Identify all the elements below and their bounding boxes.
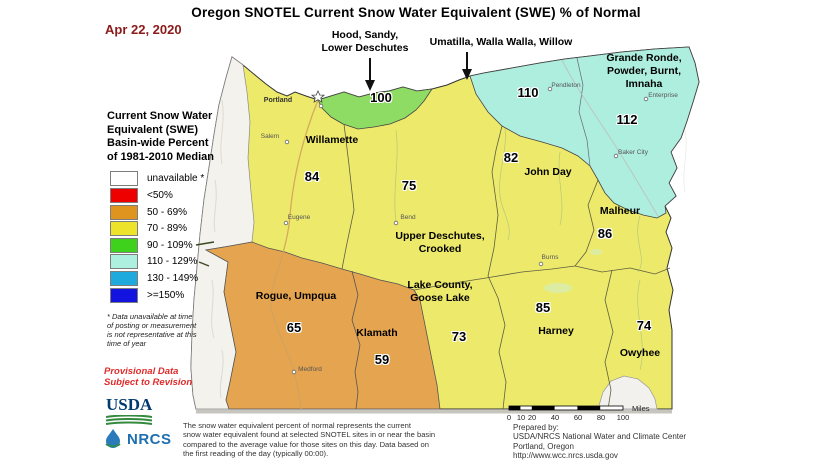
footer-description: The snow water equivalent percent of nor…: [183, 421, 436, 458]
basin-value-malheur: 86: [597, 226, 613, 241]
basin-value-grande-ronde: 112: [616, 112, 638, 127]
scale-tick-0: 0: [506, 413, 512, 422]
legend-label: 70 - 89%: [147, 223, 188, 234]
city-label-bend: Bend: [400, 214, 416, 221]
legend-footnote: * Data unavailable at time of posting or…: [107, 312, 197, 348]
basin-value-rogue-umpqua: 65: [286, 320, 302, 335]
scale-tick-60: 60: [573, 413, 583, 422]
legend-label: 50 - 69%: [147, 207, 188, 218]
hood-sandy-green-region: [317, 86, 433, 130]
legend-title: Current Snow Water Equivalent (SWE) Basi…: [107, 110, 214, 163]
legend-item-110-129: 110 - 129%: [110, 254, 197, 269]
basin-label-harney: Harney: [538, 325, 574, 337]
city-label-medford: Medford: [298, 366, 322, 373]
owyhee-unavailable-pocket: [597, 375, 658, 410]
legend-swatch-gte150: [110, 288, 138, 303]
usda-logo: USDA: [105, 395, 153, 430]
city-label-eugene: Eugene: [287, 214, 311, 221]
legend-item-lt50: <50%: [110, 188, 173, 203]
interstate-5-road: [270, 99, 319, 410]
legend-item-130-149: 130 - 149%: [110, 271, 198, 286]
scale-tick-40: 40: [550, 413, 560, 422]
basin-value-klamath: 59: [374, 352, 390, 367]
basin-value-umatilla: 110: [517, 85, 539, 100]
basin-label-owyhee: Owyhee: [619, 347, 661, 359]
scale-tick-80: 80: [596, 413, 606, 422]
usda-logo-stripes: [105, 414, 153, 425]
city-label-pendleton: Pendleton: [551, 82, 581, 89]
i84-road: [561, 59, 659, 217]
legend-item-unavailable: unavailable *: [110, 171, 204, 186]
nrcs-drop-icon: [105, 429, 121, 448]
legend-label: 90 - 109%: [147, 240, 193, 251]
legend-label: unavailable *: [147, 173, 205, 184]
legend-item-70-89: 70 - 89%: [110, 221, 187, 236]
basin-label-grande-ronde: Grande Ronde, Powder, Burnt, Imnaha: [606, 52, 682, 90]
rivers: [394, 127, 687, 371]
basin-value-harney: 85: [535, 300, 551, 315]
rogue-klamath-divider: [351, 270, 361, 410]
umatilla-granderonde-divider: [576, 57, 591, 167]
legend-swatch-130-149: [110, 271, 138, 286]
basin-boundaries: [341, 123, 671, 410]
scale-tick-10: 10: [516, 413, 526, 422]
rogue-klamath-orange-region: [204, 241, 441, 410]
legend-label: 110 - 129%: [147, 256, 198, 267]
city-label-portland: Portland: [263, 97, 293, 104]
city-label-salem: Salem: [260, 133, 280, 140]
legend-swatch-70-89: [110, 221, 138, 236]
usda-logo-text: USDA: [106, 395, 153, 414]
page-title: Oregon SNOTEL Current Snow Water Equival…: [191, 5, 641, 20]
basin-label-upper-deschutes: Upper Deschutes, Crooked: [395, 230, 485, 255]
map-date: Apr 22, 2020: [105, 22, 182, 37]
scale-bar: [508, 405, 624, 411]
legend-label: 130 - 149%: [147, 273, 199, 284]
legend-swatch-110-129: [110, 254, 138, 269]
basin-value-john-day: 82: [503, 150, 519, 165]
legend-swatch-lt50: [110, 188, 138, 203]
scale-bar-unit: Miles: [632, 404, 650, 413]
basin-value-hood-sandy: 100: [370, 90, 392, 105]
coast-relief: [213, 99, 224, 233]
map-south-shadow: [196, 410, 672, 414]
basin-label-rogue-umpqua: Rogue, Umpqua: [255, 290, 337, 302]
prepared-by: Prepared by: USDA/NRCS National Water an…: [513, 423, 687, 460]
basin-label-john-day: John Day: [524, 166, 572, 178]
legend-label: <50%: [147, 190, 173, 201]
coast-relief-south: [211, 279, 224, 399]
basin-label-lake-county: Lake County, Goose Lake: [407, 279, 473, 304]
legend-swatch-unavailable: [110, 171, 138, 186]
legend-item-90-109: 90 - 109%: [110, 238, 193, 253]
basin-value-owyhee: 74: [636, 318, 652, 333]
annotation-umatilla: Umatilla, Walla Walla, Willow: [429, 36, 573, 48]
basin-value-upper-deschutes: 75: [401, 178, 417, 193]
legend-item-50-69: 50 - 69%: [110, 205, 187, 220]
coast-bay-marks: [195, 241, 215, 267]
legend-swatch-90-109: [110, 238, 138, 253]
basin-label-malheur: Malheur: [599, 205, 641, 217]
basin-value-willamette: 84: [304, 169, 320, 184]
annotation-arrows: [365, 52, 472, 91]
malheur-lake: [544, 283, 572, 293]
portland-star-icon: [310, 90, 326, 103]
basin-label-klamath: Klamath: [356, 327, 398, 339]
legend-label: >=150%: [147, 290, 185, 301]
provisional-note: Provisional Data Subject to Revision: [104, 366, 193, 388]
legend-swatch-50-69: [110, 205, 138, 220]
nrcs-logo: NRCS: [103, 428, 172, 450]
scale-tick-20: 20: [527, 413, 537, 422]
scale-tick-100: 100: [616, 413, 630, 422]
city-label-burns: Burns: [541, 254, 559, 261]
basin-value-lake-county: 73: [451, 329, 467, 344]
city-label-baker-city: Baker City: [618, 149, 648, 156]
small-lake: [590, 249, 602, 255]
legend-item-gte150: >=150%: [110, 288, 184, 303]
city-label-enterprise: Enterprise: [648, 92, 678, 99]
basin-label-willamette: Willamette: [305, 134, 359, 146]
annotation-hood-sandy: Hood, Sandy, Lower Deschutes: [321, 29, 409, 54]
nrcs-logo-text: NRCS: [127, 430, 172, 448]
city-dots: [283, 86, 649, 375]
